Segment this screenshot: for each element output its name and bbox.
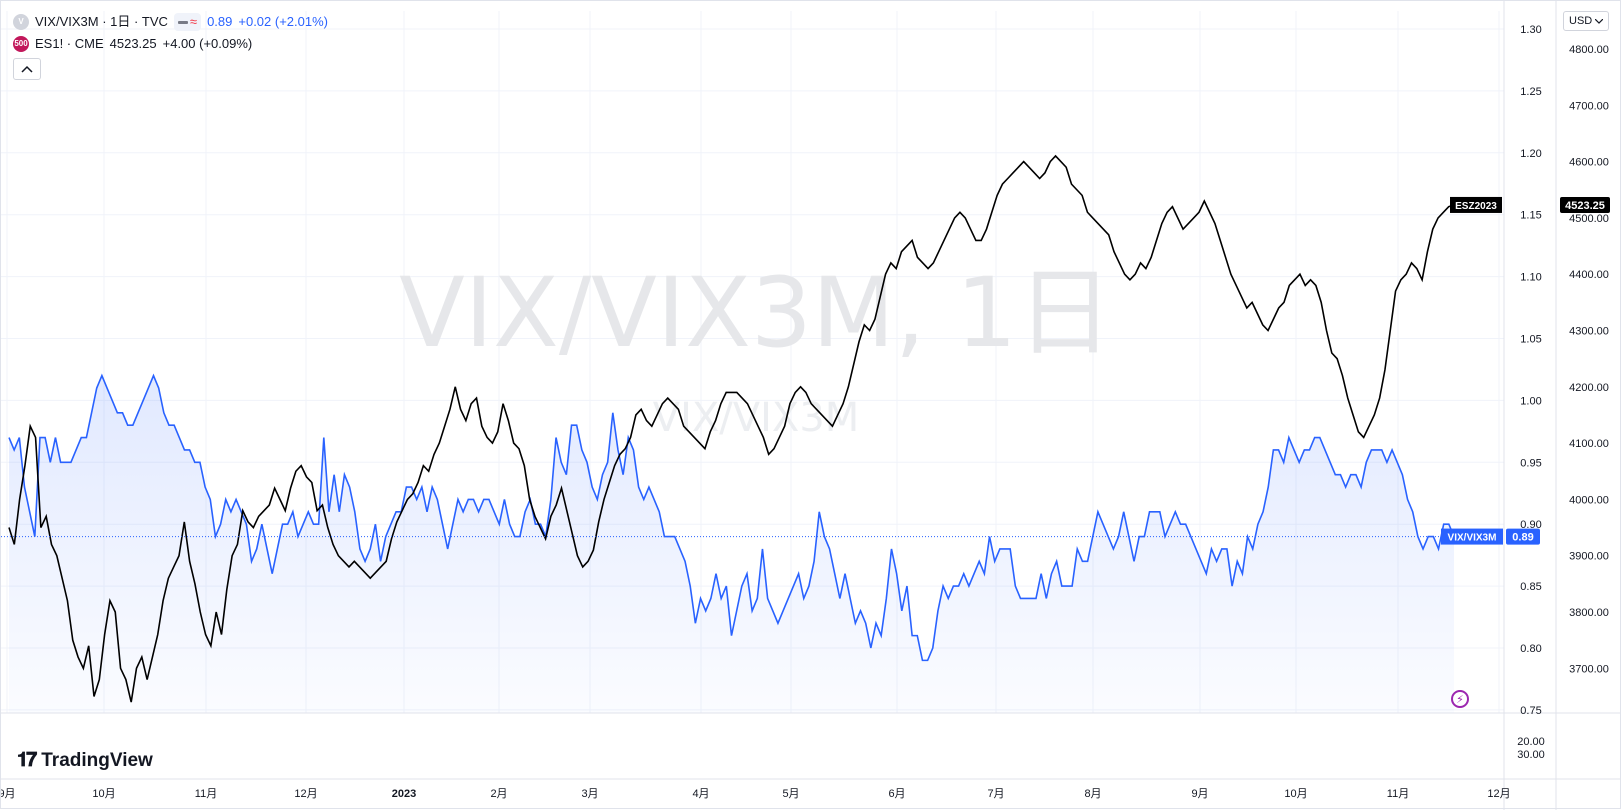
y-right-tick-label: 4500.00 <box>1569 213 1609 225</box>
compare-symbol-title[interactable]: ES1! · CME <box>35 36 104 51</box>
compare-toggle[interactable]: ≈ <box>173 13 202 31</box>
x-tick-label: 8月 <box>1084 788 1101 800</box>
x-tick-label: 10月 <box>1284 788 1307 800</box>
currency-select[interactable]: USD <box>1563 11 1609 31</box>
y-right-tick-label: 4600.00 <box>1569 157 1609 169</box>
watermark-title: VIX/VIX3M, 1日 <box>399 257 1113 369</box>
chevron-up-icon <box>21 65 33 73</box>
tradingview-logo[interactable]: 𝟏𝟕 TradingView <box>17 749 153 772</box>
vix-price-tag <box>1506 528 1540 545</box>
compare-change: +4.00 (+0.09%) <box>162 36 253 51</box>
legend: V VIX/VIX3M · 1日 · TVC ≈ 0.89 +0.02 (+2.… <box>13 11 328 80</box>
legend-main-row[interactable]: V VIX/VIX3M · 1日 · TVC ≈ 0.89 +0.02 (+2.… <box>13 11 328 33</box>
es-logo-icon: 500 <box>13 36 29 52</box>
x-tick-label: 3月 <box>581 788 598 800</box>
wave-icon: ≈ <box>189 14 198 29</box>
es-name-tag-text: ESZ2023 <box>1455 201 1497 212</box>
y-left-tick-label: 1.20 <box>1520 148 1541 160</box>
y-right-tick-label: 4700.00 <box>1569 100 1609 112</box>
tradingview-logo-icon: 𝟏𝟕 <box>17 749 37 771</box>
y-left-tick-label: 1.25 <box>1520 86 1541 98</box>
x-tick-label: 11月 <box>195 788 217 800</box>
vix-series-line <box>8 373 1455 662</box>
y-left-tick-label: 1.15 <box>1520 210 1541 222</box>
x-tick-label: 9月 <box>1191 788 1208 800</box>
x-tick-label: 12月 <box>294 788 317 800</box>
tradingview-wordmark: TradingView <box>41 749 153 771</box>
es-name-tag <box>1450 196 1502 213</box>
y-right-tick-label: 4300.00 <box>1569 326 1609 338</box>
x-tick-label: 10月 <box>92 788 115 800</box>
legend-compare-row[interactable]: 500 ES1! · CME 4523.25 +4.00 (+0.09%) <box>13 33 328 55</box>
x-tick-label: 7月 <box>987 788 1004 800</box>
vix-area-fill <box>9 375 1454 713</box>
y-right-tick-label: 4800.00 <box>1569 44 1609 56</box>
lower-pane-tick-label: 30.00 <box>1517 749 1545 761</box>
x-tick-label: 4月 <box>692 788 709 800</box>
lightning-icon[interactable]: ⚡ <box>1451 690 1469 708</box>
x-tick-label: 9月 <box>1 788 16 800</box>
x-tick-label: 6月 <box>888 788 905 800</box>
vix-name-tag <box>1441 528 1503 545</box>
main-value: 0.89 <box>207 14 233 29</box>
y-left-tick-label: 0.85 <box>1520 581 1541 593</box>
y-left-tick-label: 0.80 <box>1520 643 1541 655</box>
currency-label: USD <box>1569 15 1593 27</box>
vix-price-tag-text: 0.89 <box>1512 532 1533 544</box>
main-change: +0.02 (+2.01%) <box>238 14 328 29</box>
chevron-down-icon <box>1595 18 1603 24</box>
y-right-tick-label: 4200.00 <box>1569 382 1609 394</box>
es-series-line <box>8 154 1455 703</box>
y-left-tick-label: 0.90 <box>1520 519 1541 531</box>
y-left-tick-label: 0.95 <box>1520 457 1541 469</box>
x-tick-label: 12月 <box>1487 788 1510 800</box>
y-right-tick-label: 3800.00 <box>1569 607 1609 619</box>
y-left-tick-label: 0.75 <box>1520 705 1541 717</box>
y-left-tick-label: 1.10 <box>1520 272 1541 284</box>
y-right-tick-label: 3700.00 <box>1569 663 1609 675</box>
y-left-tick-label: 1.30 <box>1520 24 1541 36</box>
y-right-tick-label: 4100.00 <box>1569 438 1609 450</box>
x-tick-label: 5月 <box>782 788 799 800</box>
y-right-tick-label: 4400.00 <box>1569 269 1609 281</box>
x-tick-label: 2023 <box>392 788 416 800</box>
x-tick-label: 2月 <box>490 788 507 800</box>
y-left-tick-label: 1.05 <box>1520 334 1541 346</box>
y-left-tick-label: 1.00 <box>1520 395 1541 407</box>
y-right-tick-label: 3900.00 <box>1569 551 1609 563</box>
compare-value: 4523.25 <box>109 36 157 51</box>
vix-name-tag-text: VIX/VIX3M <box>1448 533 1497 544</box>
es-price-tag <box>1560 196 1610 213</box>
watermark-subtitle: VIX/VIX3M <box>653 395 860 441</box>
y-right-tick-label: 4000.00 <box>1569 494 1609 506</box>
x-tick-label: 11月 <box>1387 788 1409 800</box>
lower-pane-tick-label: 20.00 <box>1517 736 1545 748</box>
symbol-logo-icon: V <box>13 14 29 30</box>
es-price-tag-text: 4523.25 <box>1565 200 1605 212</box>
line-style-icon <box>177 20 188 24</box>
collapse-legend-button[interactable] <box>13 58 41 80</box>
main-symbol-title[interactable]: VIX/VIX3M · 1日 · TVC <box>35 14 168 29</box>
